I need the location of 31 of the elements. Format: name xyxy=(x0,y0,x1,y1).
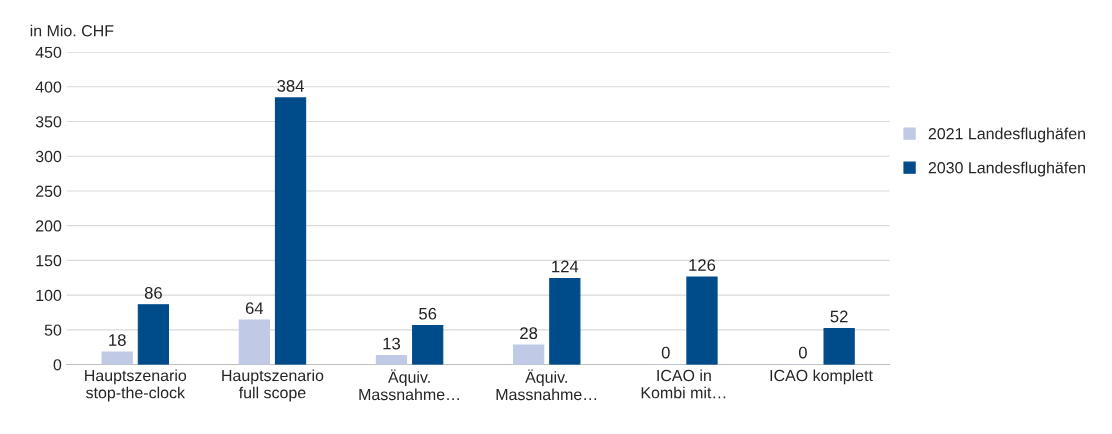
x-tick-label: ICAO komplett xyxy=(770,369,873,385)
x-tick-label: Äquiv. Massnahme… xyxy=(496,369,597,401)
data-label: 0 xyxy=(798,346,807,359)
data-label: 64 xyxy=(245,302,264,315)
y-axis-title: in Mio. CHF xyxy=(30,24,114,37)
x-tick-label: Hauptszenario stop-the-clock xyxy=(85,369,187,402)
data-label: 13 xyxy=(383,337,401,350)
data-label: 0 xyxy=(661,346,670,359)
data-label: 124 xyxy=(552,260,579,273)
data-label: 18 xyxy=(109,334,126,346)
y-tick-label: 100 xyxy=(36,289,62,302)
data-label: 28 xyxy=(520,327,538,340)
y-tick-label: 200 xyxy=(36,220,62,232)
data-label: 126 xyxy=(689,259,716,271)
x-tick-label: Äquiv. Massnahme… xyxy=(359,369,459,401)
y-tick-label: 50 xyxy=(44,324,62,336)
y-tick-label: 250 xyxy=(36,185,62,197)
y-tick-label: 400 xyxy=(35,81,62,93)
y-tick-label: 150 xyxy=(36,255,62,267)
legend-label: 2021 Landesflughäfen xyxy=(928,127,1085,143)
data-label: 56 xyxy=(419,307,437,320)
y-tick-label: 350 xyxy=(35,116,62,128)
y-tick-label: 0 xyxy=(53,359,62,371)
data-label: 52 xyxy=(830,310,848,323)
x-tick-label: Hauptszenario full scope xyxy=(222,369,324,402)
data-label: 384 xyxy=(277,80,304,92)
y-tick-label: 450 xyxy=(35,46,62,59)
x-tick-label: ICAO in Kombi mit… xyxy=(641,369,726,399)
data-label: 86 xyxy=(144,286,162,299)
legend-label: 2030 Landesflughäfen xyxy=(928,161,1085,177)
y-tick-label: 300 xyxy=(35,150,62,163)
